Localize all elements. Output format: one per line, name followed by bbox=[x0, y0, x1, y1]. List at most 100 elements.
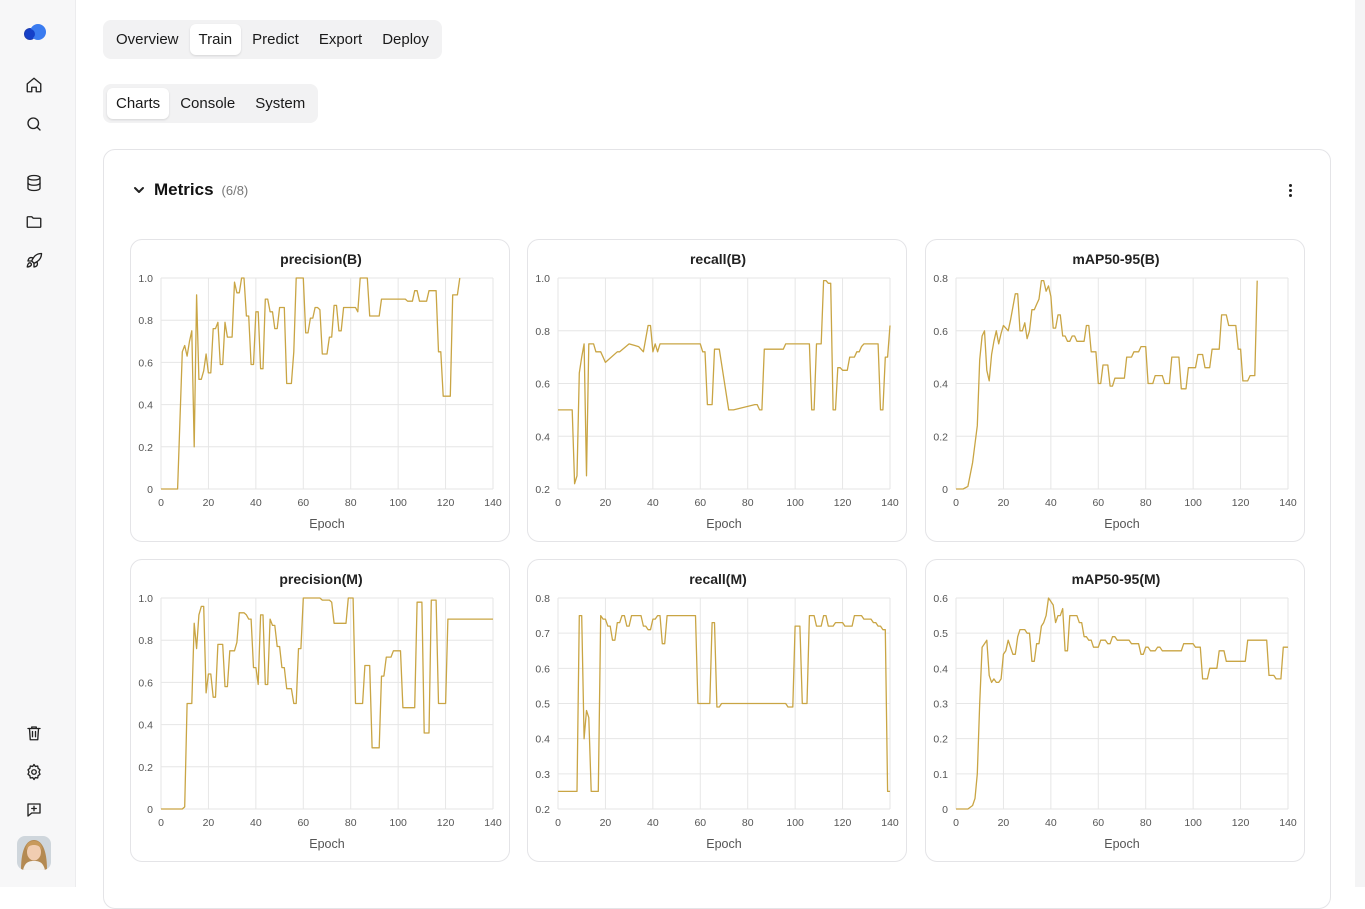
y-tick-label: 0.8 bbox=[933, 273, 948, 285]
right-scrollbar[interactable] bbox=[1355, 0, 1365, 887]
y-tick-label: 0.2 bbox=[933, 734, 948, 746]
y-tick-label: 0.2 bbox=[535, 804, 550, 816]
home-icon[interactable] bbox=[22, 73, 46, 97]
tab-train[interactable]: Train bbox=[189, 24, 242, 55]
avatar[interactable] bbox=[17, 836, 51, 870]
y-tick-label: 1.0 bbox=[138, 273, 153, 285]
x-tick-label: 40 bbox=[647, 497, 659, 509]
y-tick-label: 0.8 bbox=[138, 315, 153, 327]
y-tick-label: 0.4 bbox=[138, 720, 153, 732]
x-tick-label: 0 bbox=[158, 817, 164, 829]
y-tick-label: 0.3 bbox=[535, 769, 550, 781]
primary-tabs: Overview Train Predict Export Deploy bbox=[103, 20, 442, 59]
y-tick-label: 0.4 bbox=[138, 400, 153, 412]
y-tick-label: 0.2 bbox=[535, 484, 550, 496]
x-tick-label: 20 bbox=[998, 497, 1010, 509]
x-tick-label: 80 bbox=[345, 817, 357, 829]
tab-export[interactable]: Export bbox=[318, 31, 363, 48]
tab-deploy[interactable]: Deploy bbox=[382, 31, 429, 48]
tab-charts[interactable]: Charts bbox=[107, 88, 170, 119]
chart-svg: recall(B) 0.2 0.4 0.6 0.8 1.0 0 20 40 60 80 100 120 1… bbox=[535, 251, 899, 531]
x-tick-label: 40 bbox=[1045, 817, 1057, 829]
more-options-icon[interactable] bbox=[1282, 181, 1298, 199]
y-tick-label: 0 bbox=[147, 804, 153, 816]
chart-card-precision-m[interactable]: precision(M) 0 0.2 0.4 0.6 0.8 1.0 0 20 40 60 80 100… bbox=[130, 559, 510, 862]
y-tick-label: 0.1 bbox=[933, 769, 948, 781]
chart-title: mAP50-95(M) bbox=[1072, 571, 1161, 587]
x-tick-label: 20 bbox=[600, 817, 612, 829]
x-tick-label: 20 bbox=[998, 817, 1010, 829]
feedback-icon[interactable] bbox=[22, 798, 46, 822]
x-tick-label: 140 bbox=[881, 497, 899, 509]
x-tick-label: 40 bbox=[647, 817, 659, 829]
tab-overview[interactable]: Overview bbox=[116, 31, 179, 48]
y-tick-label: 0.7 bbox=[535, 628, 550, 640]
main-content: Overview Train Predict Export Deploy Cha… bbox=[76, 0, 1365, 909]
folder-icon[interactable] bbox=[22, 210, 46, 234]
x-tick-label: 40 bbox=[1045, 497, 1057, 509]
x-tick-label: 100 bbox=[389, 497, 407, 509]
x-tick-label: 120 bbox=[437, 817, 455, 829]
x-tick-label: 140 bbox=[484, 817, 502, 829]
chart-svg: mAP50-95(B) 0 0.2 0.4 0.6 0.8 0 20 40 60 80 100 120 1… bbox=[933, 251, 1297, 531]
x-tick-label: 140 bbox=[1279, 817, 1297, 829]
y-tick-label: 0.4 bbox=[535, 431, 550, 443]
database-icon[interactable] bbox=[22, 171, 46, 195]
secondary-tabs: Charts Console System bbox=[103, 84, 319, 123]
x-axis-label: Epoch bbox=[706, 837, 741, 851]
x-tick-label: 100 bbox=[389, 817, 407, 829]
x-tick-label: 20 bbox=[203, 817, 215, 829]
x-tick-label: 120 bbox=[1232, 817, 1250, 829]
chart-card-precision-b[interactable]: precision(B) 0 0.2 0.4 0.6 0.8 1.0 0 20 40 60 80 100… bbox=[130, 239, 510, 542]
x-tick-label: 40 bbox=[250, 817, 262, 829]
chart-svg: precision(B) 0 0.2 0.4 0.6 0.8 1.0 0 20 40 60 80 100… bbox=[138, 251, 502, 531]
y-tick-label: 0.6 bbox=[933, 326, 948, 338]
chart-title: precision(B) bbox=[280, 251, 362, 267]
series-line bbox=[558, 614, 890, 793]
chart-svg: recall(M) 0.2 0.3 0.4 0.5 0.6 0.7 0.8 0 20 40 60 80 1… bbox=[535, 571, 899, 851]
x-tick-label: 120 bbox=[834, 497, 852, 509]
x-tick-label: 80 bbox=[742, 497, 754, 509]
x-axis-label: Epoch bbox=[706, 517, 741, 531]
y-tick-label: 0.2 bbox=[933, 431, 948, 443]
x-tick-label: 80 bbox=[1140, 817, 1152, 829]
series-line bbox=[558, 279, 891, 485]
chart-card-map50-95-b[interactable]: mAP50-95(B) 0 0.2 0.4 0.6 0.8 0 20 40 60 80 100 120 1… bbox=[925, 239, 1305, 542]
chart-card-recall-m[interactable]: recall(M) 0.2 0.3 0.4 0.5 0.6 0.7 0.8 0 20 40 60 80 1… bbox=[527, 559, 907, 862]
tab-system[interactable]: System bbox=[255, 95, 306, 112]
rocket-icon[interactable] bbox=[22, 249, 46, 273]
y-tick-label: 0.6 bbox=[138, 357, 153, 369]
y-tick-label: 0.6 bbox=[138, 677, 153, 689]
y-tick-label: 1.0 bbox=[535, 273, 550, 285]
x-tick-label: 120 bbox=[437, 497, 455, 509]
chevron-down-icon[interactable] bbox=[132, 183, 146, 197]
chart-svg: precision(M) 0 0.2 0.4 0.6 0.8 1.0 0 20 40 60 80 100… bbox=[138, 571, 502, 851]
logo[interactable] bbox=[22, 22, 48, 44]
gear-icon[interactable] bbox=[22, 760, 46, 784]
x-axis-label: Epoch bbox=[309, 517, 344, 531]
chart-card-recall-b[interactable]: recall(B) 0.2 0.4 0.6 0.8 1.0 0 20 40 60 80 100 120 1… bbox=[527, 239, 907, 542]
series-line bbox=[161, 277, 461, 490]
x-tick-label: 40 bbox=[250, 497, 262, 509]
x-tick-label: 80 bbox=[742, 817, 754, 829]
x-tick-label: 100 bbox=[786, 817, 804, 829]
y-tick-label: 0.4 bbox=[933, 379, 948, 391]
chart-title: recall(B) bbox=[690, 251, 746, 267]
y-tick-label: 0.2 bbox=[138, 762, 153, 774]
y-tick-label: 0.6 bbox=[933, 593, 948, 605]
panel-header: Metrics (6/8) bbox=[132, 180, 248, 200]
chart-title: precision(M) bbox=[279, 571, 362, 587]
search-icon[interactable] bbox=[22, 112, 46, 136]
x-tick-label: 60 bbox=[1092, 817, 1104, 829]
tab-console[interactable]: Console bbox=[180, 95, 236, 112]
trash-icon[interactable] bbox=[22, 721, 46, 745]
x-tick-label: 80 bbox=[1140, 497, 1152, 509]
x-tick-label: 0 bbox=[555, 497, 561, 509]
x-tick-label: 100 bbox=[1184, 817, 1202, 829]
y-tick-label: 0.3 bbox=[933, 699, 948, 711]
chart-card-map50-95-m[interactable]: mAP50-95(M) 0 0.1 0.2 0.3 0.4 0.5 0.6 0 20 40 60 80 1… bbox=[925, 559, 1305, 862]
x-tick-label: 80 bbox=[345, 497, 357, 509]
x-tick-label: 60 bbox=[1092, 497, 1104, 509]
series-line bbox=[161, 597, 493, 810]
tab-predict[interactable]: Predict bbox=[252, 31, 299, 48]
